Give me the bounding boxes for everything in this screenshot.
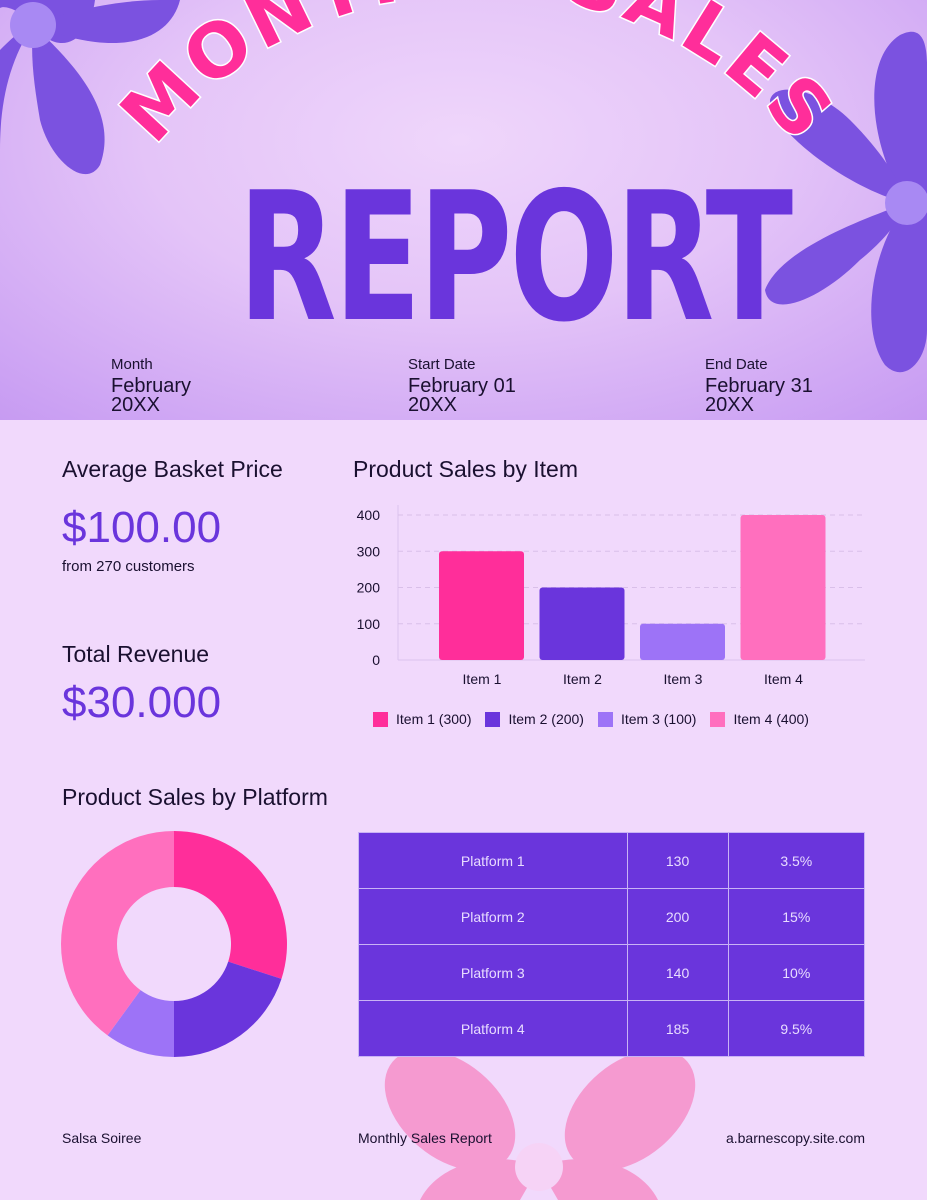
y-tick-label: 0 (372, 652, 380, 668)
legend-item: Item 4 (400) (710, 711, 809, 727)
title-main: REPORT (238, 154, 793, 361)
y-tick-label: 300 (357, 543, 381, 559)
flower-top-left-icon (0, 0, 180, 175)
legend-label: Item 3 (100) (620, 711, 697, 727)
legend-label: Item 1 (300) (396, 711, 472, 727)
footer-center: Monthly Sales Report (358, 1130, 492, 1146)
bar-3 (640, 623, 725, 660)
date-label: End Date (705, 356, 768, 373)
table-cell: 200 (626, 888, 729, 945)
revenue-title: Total Revenue (62, 641, 210, 667)
bar-chart: 0 100 200 300 400 Item 1 Item 2 Item 3 Item 4 (357, 505, 865, 687)
x-tick-label: Item 3 (664, 671, 703, 687)
bar-legend: Item 1 (300) Item 2 (200) Item 3 (100) Item… (373, 711, 823, 727)
legend-item: Item 1 (300) (373, 711, 471, 727)
legend-swatch (485, 711, 501, 727)
table-cell: 9.5% (727, 1000, 866, 1057)
date-block-month: Month February 20XX (111, 356, 191, 415)
donut-slice-4 (61, 831, 174, 1036)
table-cell: 185 (626, 1000, 729, 1057)
date-year: 20XX (111, 394, 160, 416)
title-arc: MONTHLY SALES (104, 0, 851, 159)
date-year: 20XX (705, 394, 754, 416)
donut-slice-2 (174, 961, 282, 1057)
date-year: 20XX (408, 394, 457, 416)
date-block-start: Start Date February 01 20XX (408, 356, 516, 415)
title-arc-text: MONTHLY SALES (103, 0, 849, 160)
table-cell: Platform 4 (358, 1000, 628, 1057)
table-cell: 10% (727, 944, 866, 1001)
revenue-value: $30.000 (62, 678, 222, 727)
donut-chart-title: Product Sales by Platform (62, 784, 328, 810)
y-tick-label: 100 (357, 616, 381, 632)
table-cell: 15% (727, 888, 866, 945)
donut-slice-3 (107, 990, 174, 1057)
legend-item: Item 3 (100) (597, 711, 697, 727)
donut-chart (61, 831, 287, 1057)
footer-left: Salsa Soiree (62, 1130, 142, 1146)
table-row: Platform 1 130 3.5% (358, 832, 866, 889)
flower-bottom-icon (384, 1049, 696, 1200)
legend-label: Item 4 (400) (733, 711, 809, 727)
legend-swatch (597, 711, 613, 727)
y-tick-label: 400 (357, 507, 381, 523)
legend-swatch (710, 711, 726, 727)
platform-table: Platform 1 130 3.5% Platform 2 200 15% Platfor… (358, 832, 866, 1057)
bar-1 (439, 551, 524, 660)
x-tick-label: Item 1 (463, 671, 502, 687)
basket-value: $100.00 (62, 503, 222, 552)
basket-sub: from 270 customers (62, 558, 195, 575)
x-tick-label: Item 2 (563, 671, 602, 687)
date-block-end: End Date February 31 20XX (705, 356, 813, 415)
table-cell: 140 (626, 944, 729, 1001)
date-label: Start Date (408, 356, 476, 373)
legend-label: Item 2 (200) (508, 711, 584, 727)
legend-item: Item 2 (200) (485, 711, 584, 727)
x-tick-label: Item 4 (764, 671, 803, 687)
table-row: Platform 3 140 10% (358, 944, 866, 1001)
table-cell: Platform 1 (358, 832, 628, 889)
table-row: Platform 4 185 9.5% (358, 1000, 866, 1057)
table-cell: 130 (626, 832, 729, 889)
table-cell: 3.5% (727, 832, 866, 889)
date-value: February 01 (408, 375, 516, 397)
date-value: February 31 (705, 375, 813, 397)
footer-right[interactable]: a.barnescopy.site.com (725, 1130, 865, 1146)
bar-4 (740, 515, 826, 660)
bar-chart-title: Product Sales by Item (353, 456, 578, 482)
table-cell: Platform 3 (358, 944, 628, 1001)
table-row: Platform 2 200 15% (358, 888, 866, 945)
flower-right-icon (765, 32, 927, 373)
legend-swatch (373, 711, 388, 727)
donut-slice-1 (174, 831, 287, 979)
bar-2 (539, 587, 625, 660)
table-cell: Platform 2 (358, 888, 628, 945)
basket-title: Average Basket Price (62, 456, 283, 482)
date-label: Month (111, 356, 153, 373)
y-tick-label: 200 (357, 580, 381, 596)
platform-table-body: Platform 1 130 3.5% Platform 2 200 15% Platfor… (358, 832, 866, 1057)
date-value: February (111, 375, 192, 397)
